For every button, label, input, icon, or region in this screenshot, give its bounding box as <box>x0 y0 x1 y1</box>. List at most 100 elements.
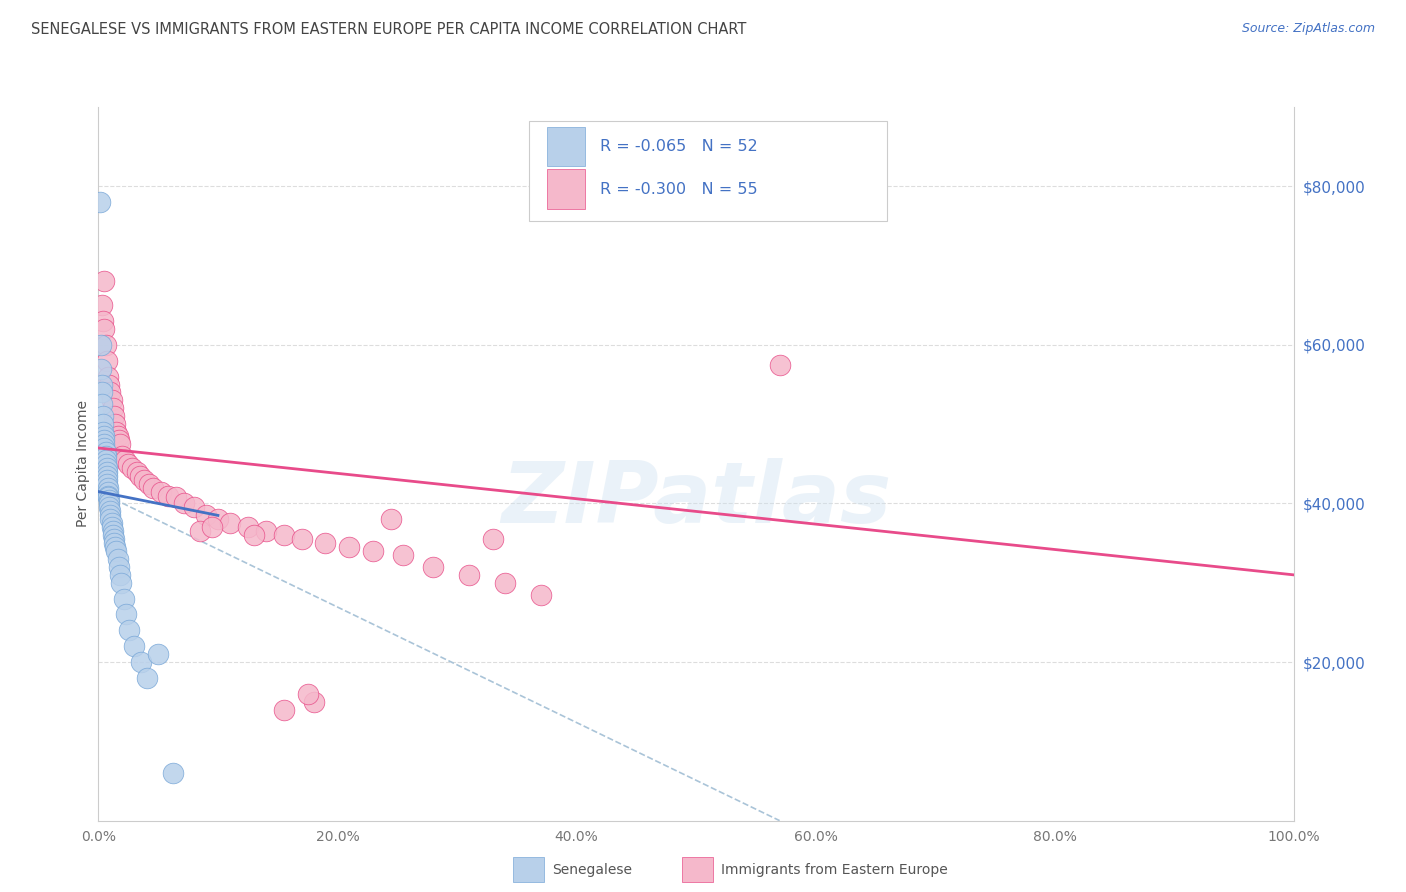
Point <box>98 496 121 510</box>
Point <box>100 393 122 408</box>
Text: Immigrants from Eastern Europe: Immigrants from Eastern Europe <box>721 863 948 877</box>
Point <box>94 457 117 471</box>
Point <box>236 520 259 534</box>
Point <box>91 385 114 400</box>
Point <box>93 441 115 455</box>
Point <box>494 575 516 590</box>
Point <box>104 417 127 432</box>
Point <box>207 512 229 526</box>
Point <box>156 489 179 503</box>
Point <box>136 671 159 685</box>
Point <box>768 358 790 372</box>
Point <box>529 588 551 602</box>
Point <box>131 655 153 669</box>
Point <box>91 417 114 432</box>
Point <box>104 540 127 554</box>
Point <box>149 484 172 499</box>
Bar <box>547 169 585 209</box>
Point <box>91 397 114 411</box>
Bar <box>547 127 585 166</box>
Point <box>94 445 117 459</box>
Point <box>93 437 115 451</box>
Point <box>107 552 129 566</box>
Point <box>129 468 152 483</box>
Text: ZIPatlas: ZIPatlas <box>501 458 891 541</box>
Point <box>142 481 165 495</box>
Point <box>96 460 118 475</box>
Point <box>98 377 121 392</box>
Text: Senegalese: Senegalese <box>553 863 633 877</box>
Text: SENEGALESE VS IMMIGRANTS FROM EASTERN EUROPE PER CAPITA INCOME CORRELATION CHART: SENEGALESE VS IMMIGRANTS FROM EASTERN EU… <box>31 22 747 37</box>
Point <box>315 536 337 550</box>
Point <box>115 607 138 622</box>
Point <box>105 544 128 558</box>
Point <box>97 484 120 499</box>
Point <box>98 504 122 518</box>
Point <box>96 476 118 491</box>
Point <box>103 409 125 424</box>
Point <box>105 425 128 439</box>
Text: Source: ZipAtlas.com: Source: ZipAtlas.com <box>1241 22 1375 36</box>
Point <box>91 425 114 439</box>
FancyBboxPatch shape <box>529 121 887 221</box>
Point <box>194 508 217 523</box>
Point <box>112 591 135 606</box>
Point <box>125 465 148 479</box>
Point <box>108 567 131 582</box>
Point <box>103 532 125 546</box>
Point <box>101 401 124 416</box>
Point <box>96 353 118 368</box>
Point <box>97 490 120 504</box>
Point <box>98 512 122 526</box>
Point <box>91 377 114 392</box>
Point <box>107 560 129 574</box>
Point <box>90 361 112 376</box>
Point <box>91 298 114 312</box>
Point <box>302 695 325 709</box>
Point <box>111 449 134 463</box>
Point <box>97 369 120 384</box>
Point <box>103 536 125 550</box>
Point <box>110 575 132 590</box>
Point <box>188 524 211 539</box>
Point <box>98 508 122 523</box>
Point <box>96 465 118 479</box>
Point <box>290 532 312 546</box>
Point <box>243 528 266 542</box>
Point <box>90 338 112 352</box>
Point <box>165 490 187 504</box>
Point <box>422 560 444 574</box>
Point <box>108 437 131 451</box>
Point <box>254 524 277 539</box>
Point <box>98 385 122 400</box>
Point <box>96 473 118 487</box>
Point <box>118 624 141 638</box>
Point <box>94 449 117 463</box>
Point <box>107 429 129 443</box>
Point <box>93 433 115 447</box>
Point <box>481 532 505 546</box>
Point <box>201 520 224 534</box>
Point <box>121 460 143 475</box>
Point <box>100 520 122 534</box>
Point <box>91 409 114 424</box>
Point <box>91 314 114 328</box>
Point <box>101 528 124 542</box>
Point <box>97 481 120 495</box>
Text: R = -0.300   N = 55: R = -0.300 N = 55 <box>600 182 758 196</box>
Point <box>97 489 120 503</box>
Point <box>114 453 136 467</box>
Point <box>89 195 111 210</box>
Point <box>96 468 118 483</box>
Point <box>124 639 146 653</box>
Point <box>93 429 115 443</box>
Point <box>94 453 117 467</box>
Point <box>219 516 242 531</box>
Point <box>132 473 155 487</box>
Point <box>148 647 170 661</box>
Point <box>458 567 481 582</box>
Point <box>107 433 129 447</box>
Point <box>100 516 122 531</box>
Point <box>392 548 415 562</box>
Point <box>183 500 205 515</box>
